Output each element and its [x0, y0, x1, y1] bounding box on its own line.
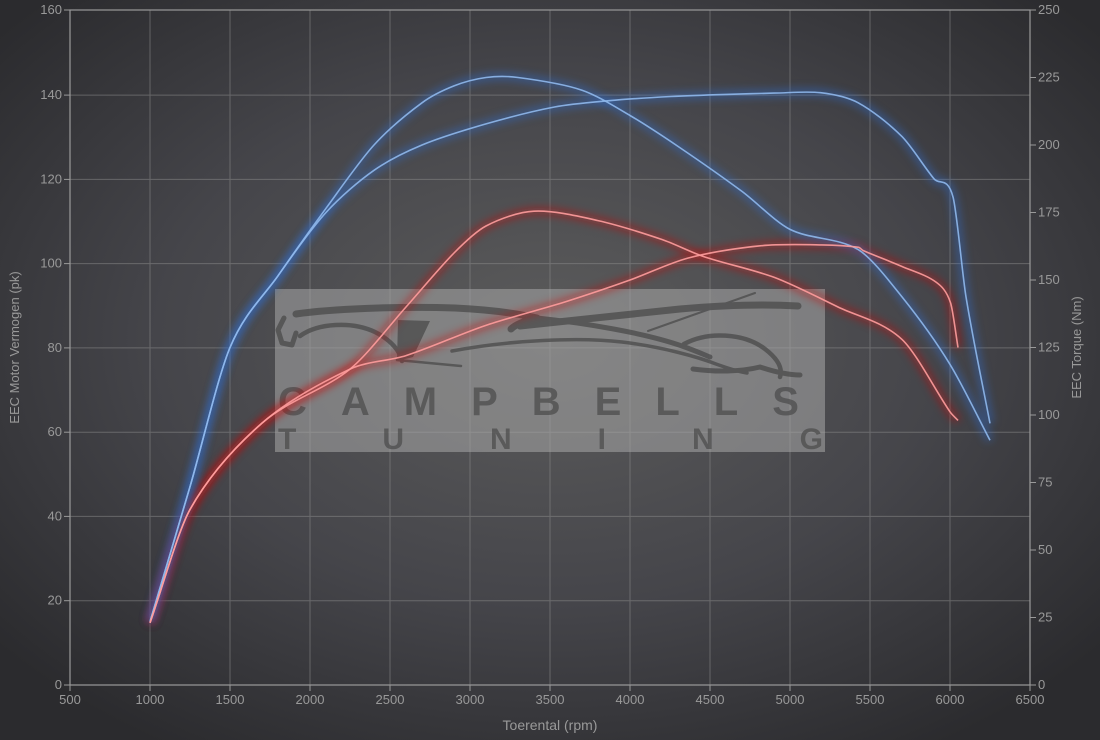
- svg-text:5000: 5000: [776, 692, 805, 707]
- svg-text:EEC Torque (Nm): EEC Torque (Nm): [1069, 296, 1084, 398]
- svg-text:20: 20: [48, 593, 62, 608]
- svg-text:0: 0: [55, 677, 62, 692]
- svg-text:TUNING: TUNING: [278, 423, 909, 456]
- svg-text:3500: 3500: [536, 692, 565, 707]
- svg-text:225: 225: [1038, 70, 1060, 85]
- svg-text:75: 75: [1038, 475, 1052, 490]
- svg-text:5500: 5500: [856, 692, 885, 707]
- svg-text:2000: 2000: [296, 692, 325, 707]
- svg-text:50: 50: [1038, 542, 1052, 557]
- svg-text:100: 100: [40, 256, 62, 271]
- svg-text:500: 500: [59, 692, 81, 707]
- svg-text:120: 120: [40, 171, 62, 186]
- svg-text:EEC Motor Vermogen (pk): EEC Motor Vermogen (pk): [7, 271, 22, 423]
- svg-text:100: 100: [1038, 407, 1060, 422]
- svg-text:160: 160: [40, 2, 62, 17]
- svg-text:175: 175: [1038, 205, 1060, 220]
- svg-text:150: 150: [1038, 272, 1060, 287]
- svg-text:60: 60: [48, 424, 62, 439]
- svg-text:Toerental (rpm): Toerental (rpm): [503, 717, 598, 733]
- svg-text:1500: 1500: [216, 692, 245, 707]
- svg-text:125: 125: [1038, 340, 1060, 355]
- svg-text:200: 200: [1038, 137, 1060, 152]
- svg-text:1000: 1000: [136, 692, 165, 707]
- svg-text:3000: 3000: [456, 692, 485, 707]
- svg-text:0: 0: [1038, 677, 1045, 692]
- svg-text:40: 40: [48, 508, 62, 523]
- svg-text:4000: 4000: [616, 692, 645, 707]
- svg-text:6500: 6500: [1016, 692, 1045, 707]
- svg-text:CAMPBELLS: CAMPBELLS: [278, 380, 833, 424]
- svg-text:4500: 4500: [696, 692, 725, 707]
- svg-text:2500: 2500: [376, 692, 405, 707]
- svg-text:80: 80: [48, 340, 62, 355]
- svg-text:25: 25: [1038, 610, 1052, 625]
- svg-text:250: 250: [1038, 2, 1060, 17]
- svg-text:6000: 6000: [936, 692, 965, 707]
- svg-text:140: 140: [40, 87, 62, 102]
